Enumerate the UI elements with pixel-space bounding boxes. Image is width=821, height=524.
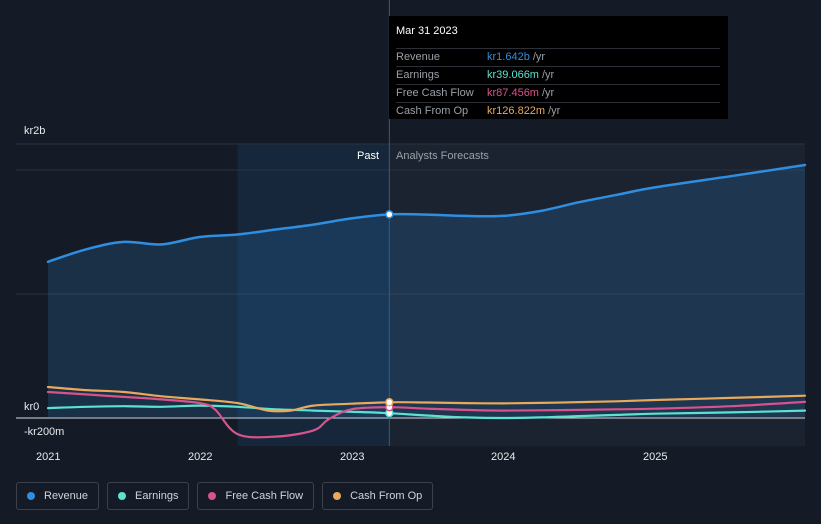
tooltip-row-free-cash-flow: Free Cash Flow kr87.456m /yr <box>396 84 720 102</box>
tooltip-value: kr1.642b <box>487 51 530 63</box>
chart-svg <box>16 0 807 446</box>
gridlines <box>16 143 805 419</box>
x-tick-label: 2024 <box>491 451 516 463</box>
tooltip-row-revenue: Revenue kr1.642b /yr <box>396 48 720 66</box>
legend-dot-icon <box>333 492 342 500</box>
legend: Revenue Earnings Free Cash Flow Cash Fro… <box>16 482 434 512</box>
legend-label: Cash From Op <box>350 490 423 502</box>
legend-label: Revenue <box>44 490 89 502</box>
revenue-marker <box>385 210 394 219</box>
x-tick-label: 2023 <box>340 451 365 463</box>
tooltip-unit: /yr <box>541 87 555 99</box>
tooltip-value: kr39.066m <box>487 69 539 81</box>
tooltip-label: Revenue <box>396 51 441 63</box>
tooltip-label: Cash From Op <box>396 105 469 117</box>
y-label-top: kr2b <box>24 125 46 137</box>
legend-label: Free Cash Flow <box>225 490 304 502</box>
tooltip-label: Earnings <box>396 69 440 81</box>
forecast-label: Analysts Forecasts <box>396 150 489 162</box>
free-cash-flow-line <box>46 390 807 439</box>
legend-item-free-cash-flow[interactable]: Free Cash Flow <box>197 482 315 510</box>
legend-item-cash-from-op[interactable]: Cash From Op <box>322 482 434 510</box>
legend-label: Earnings <box>135 490 179 502</box>
tooltip-unit: /yr <box>532 51 546 63</box>
legend-item-earnings[interactable]: Earnings <box>107 482 190 510</box>
legend-dot-icon <box>118 492 127 500</box>
tooltip-label: Free Cash Flow <box>396 87 474 99</box>
legend-item-revenue[interactable]: Revenue <box>16 482 100 510</box>
tooltip-value: kr87.456m <box>487 87 539 99</box>
legend-dot-icon <box>27 492 35 500</box>
x-tick-label: 2022 <box>188 451 213 463</box>
hover-markers <box>385 210 394 418</box>
tooltip-date: Mar 31 2023 <box>396 25 458 37</box>
revenue-area <box>48 165 805 418</box>
x-tick-label: 2025 <box>643 451 668 463</box>
past-highlight-region <box>237 144 390 446</box>
tooltip-row-cash-from-op: Cash From Op kr126.822m /yr <box>396 102 720 120</box>
tooltip-unit: /yr <box>541 69 555 81</box>
tooltip: Mar 31 2023 Revenue kr1.642b /yr Earning… <box>389 16 728 119</box>
cash-from-op-line <box>46 385 807 413</box>
cash-from-op-marker <box>385 398 394 407</box>
y-label-zero: kr0 <box>24 401 40 413</box>
tooltip-row-earnings: Earnings kr39.066m /yr <box>396 66 720 84</box>
tooltip-value: kr126.822m <box>487 105 546 117</box>
y-label-bottom: -kr200m <box>24 426 65 438</box>
legend-dot-icon <box>208 492 217 500</box>
past-label: Past <box>357 150 380 162</box>
x-tick-label: 2021 <box>36 451 61 463</box>
tooltip-unit: /yr <box>548 105 561 117</box>
